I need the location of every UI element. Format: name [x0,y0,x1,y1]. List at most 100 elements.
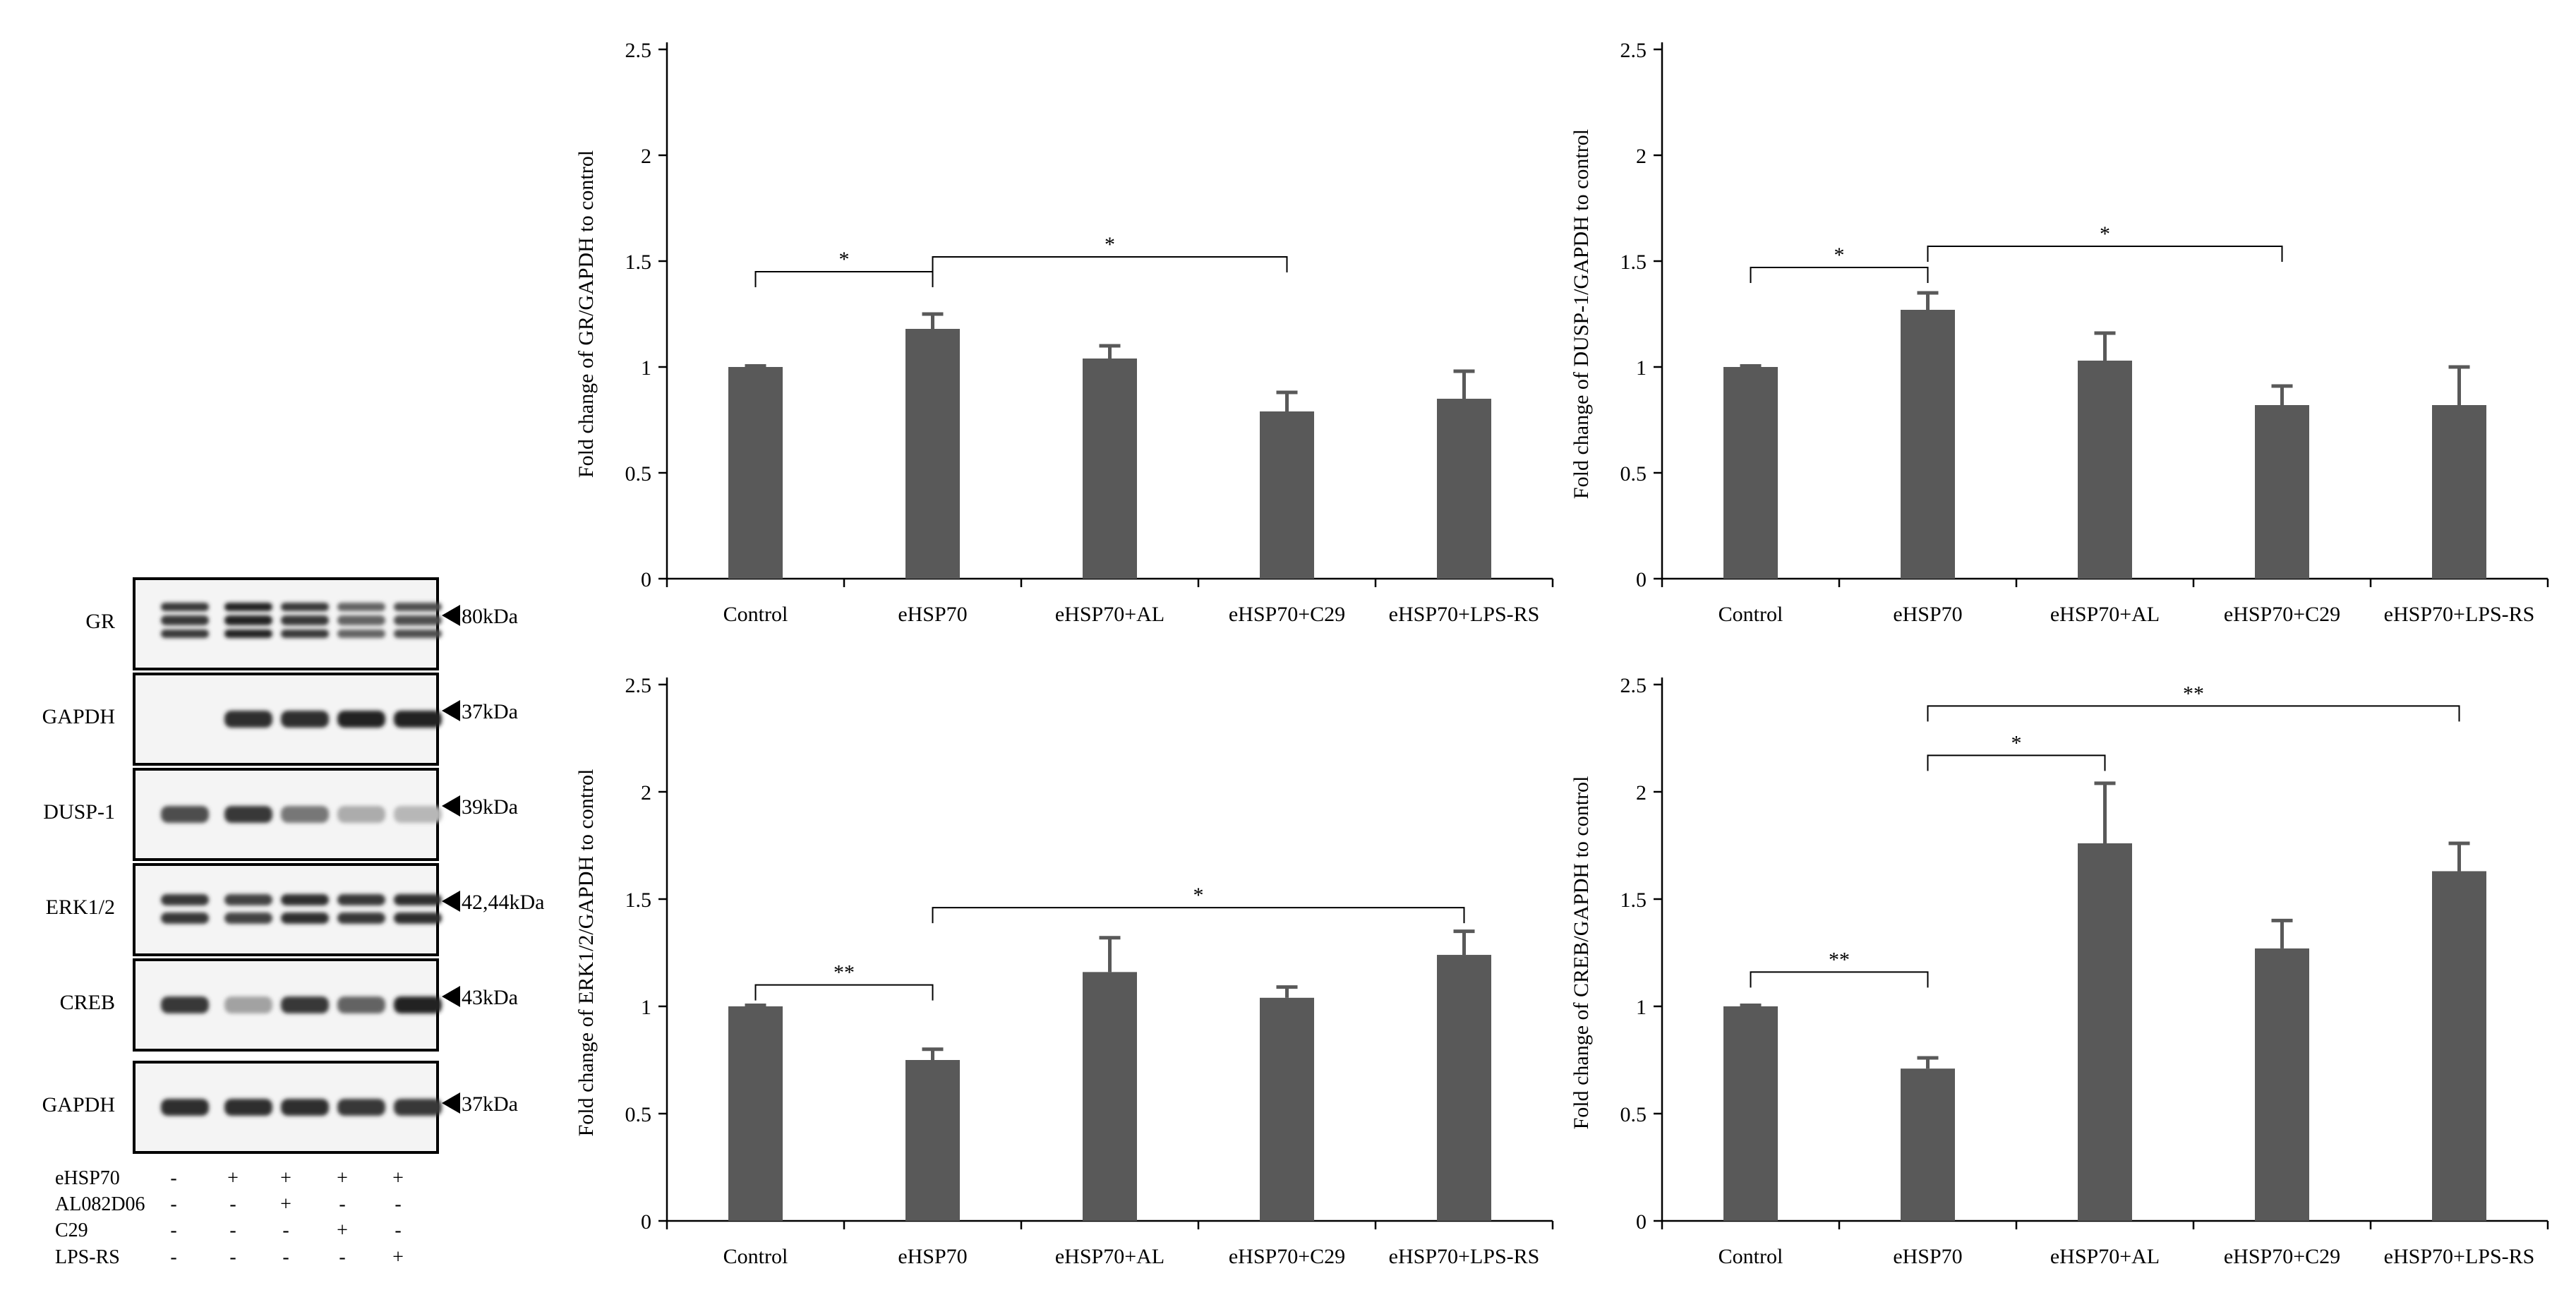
blot-band [161,996,209,1013]
dusp1-bar-chart: Fold change of DUSP-1/GAPDH to control 0 0… [1570,39,2549,626]
treatment-label: eHSP70 [55,1167,120,1189]
blot-kda-label: 42,44kDa [462,891,544,914]
blot-band [394,603,442,611]
y-tick-label: 1 [641,356,651,380]
treatment-sign: - [395,1219,401,1241]
y-tick-label: 0.5 [625,462,652,486]
y-tick-label: 2.5 [1620,674,1647,697]
gr-bar-chart: Fold change of GR/GAPDH to control 0 0.5 1 1… [574,39,1554,626]
y-tick-label: 1 [641,996,651,1019]
bar [1437,399,1491,579]
x-tick-label: eHSP70+LPS-RS [2384,603,2535,626]
treatment-sign: - [170,1167,176,1189]
treatment-sign: - [282,1246,289,1268]
bar [728,367,783,579]
y-tick-label: 0 [641,1210,651,1234]
treatment-label: LPS-RS [55,1246,120,1268]
blot-band [224,1099,272,1116]
bar [1901,1068,1955,1221]
treatment-sign: - [229,1246,236,1268]
blot-band [394,894,442,905]
creb-bar-chart: Fold change of CREB/GAPDH to control 0 0.5… [1570,674,2549,1268]
blot-band [337,913,385,924]
treatment-sign: - [339,1193,345,1215]
blot-band [394,1099,442,1116]
blot-band [224,615,272,625]
significance-label: ** [833,961,855,984]
y-tick-label: 0 [1636,568,1647,591]
bar [728,1006,783,1221]
blot-band [281,913,329,924]
blot-band [394,615,442,625]
blot-band [281,603,329,611]
treatment-sign: - [170,1219,176,1241]
bar [1723,367,1778,579]
y-tick-label: 1.5 [625,889,652,912]
blot-kda-label: 43kDa [462,986,518,1009]
significance-label: * [839,248,850,271]
blot-row-label: GR [85,610,115,633]
significance-label: * [1193,884,1204,907]
x-tick-label: eHSP70+LPS-RS [2384,1245,2535,1268]
blot-band [337,711,385,728]
blot-band [161,913,209,924]
arrow-marker-icon [442,1092,460,1114]
x-tick-label: Control [723,603,788,626]
y-tick-label: 2.5 [625,674,652,697]
blot-band [337,996,385,1013]
x-tick-label: eHSP70 [1893,603,1962,626]
blot-band [394,630,442,638]
significance-bracket [1750,267,1929,283]
western-blot-panel: GR 80kDa GAPDH 37kDa DUSP-1 39kDa ERK1/2 42,44k… [42,577,544,1268]
y-tick-label: 0 [641,568,651,591]
bar [1901,310,1955,579]
x-tick-label: eHSP70+AL [1055,603,1164,626]
blot-band [224,996,272,1013]
x-tick-label: Control [1719,603,1783,626]
significance-label: ** [2183,682,2204,705]
treatment-sign: - [282,1219,289,1241]
treatment-sign: - [170,1193,176,1215]
bar [1083,972,1137,1221]
x-tick-label: eHSP70 [898,1245,967,1268]
treatment-sign: + [280,1167,291,1189]
blot-band [161,615,209,625]
blot-row-label: GAPDH [42,1093,115,1116]
y-tick-label: 2 [641,145,651,168]
y-tick-label: 0.5 [1620,1103,1647,1126]
significance-bracket [932,907,1465,924]
significance-label: * [1834,243,1845,267]
treatment-sign: + [337,1167,348,1189]
erk12-bar-chart: Fold change of ERK1/2/GAPDH to control 0 0… [574,674,1554,1268]
y-axis-title: Fold change of CREB/GAPDH to control [1570,776,1593,1130]
x-tick-label: eHSP70+C29 [2224,603,2340,626]
blot-band [281,996,329,1013]
significance-bracket [1750,971,1929,988]
blot-kda-label: 39kDa [462,795,518,819]
bar [1083,359,1137,579]
blot-band [281,894,329,905]
bar [2078,361,2132,579]
treatment-sign: + [392,1246,404,1268]
significance-label: * [2100,222,2110,246]
blot-band [337,630,385,638]
y-tick-label: 1.5 [1620,251,1647,274]
blot-band [281,711,329,728]
treatment-sign: + [280,1193,291,1215]
y-tick-label: 2 [1636,145,1647,168]
blot-band [281,630,329,638]
treatment-sign: + [227,1167,239,1189]
blot-band [394,996,442,1013]
blot-row-label: GAPDH [42,705,115,728]
blot-band [337,806,385,823]
treatment-label: C29 [55,1219,88,1241]
blot-row-label: ERK1/2 [46,896,115,919]
treatment-label: AL082D06 [55,1193,145,1215]
bar [905,1060,960,1221]
blot-band [161,894,209,905]
blot-band [224,913,272,924]
blot-band [224,603,272,611]
significance-bracket [932,256,1288,272]
blot-band [337,1099,385,1116]
bar [2432,405,2486,579]
